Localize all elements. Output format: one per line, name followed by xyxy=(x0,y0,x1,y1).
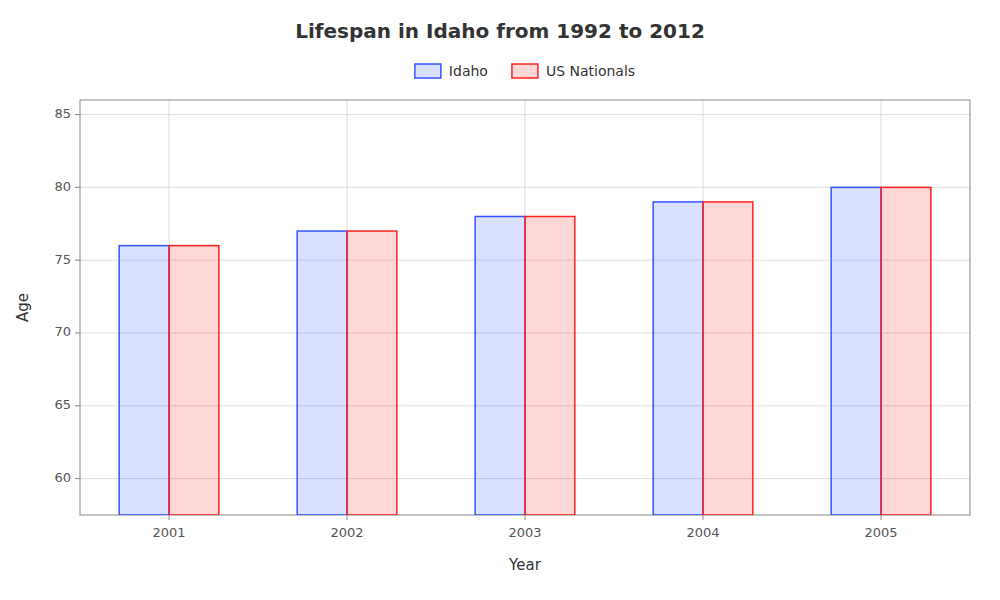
y-tick xyxy=(75,478,80,479)
y-axis: 60 65 70 75 80 85 xyxy=(54,106,80,485)
legend-label: US Nationals xyxy=(546,63,635,79)
x-tick-label: 2001 xyxy=(152,525,185,540)
bar xyxy=(653,202,703,515)
bar xyxy=(475,216,525,515)
x-tick xyxy=(703,515,704,520)
legend-swatch xyxy=(512,64,538,78)
bars xyxy=(119,187,931,515)
legend: Idaho US Nationals xyxy=(415,63,635,79)
grid xyxy=(80,100,970,515)
legend-label: Idaho xyxy=(449,63,488,79)
x-axis: 2001 2002 2003 2004 2005 xyxy=(152,515,897,540)
x-tick-label: 2004 xyxy=(686,525,719,540)
y-tick xyxy=(75,405,80,406)
y-tick-label: 75 xyxy=(54,252,71,267)
bar xyxy=(703,202,753,515)
bar xyxy=(297,231,347,515)
y-tick-label: 70 xyxy=(54,324,71,339)
title: Lifespan in Idaho from 1992 to 2012 xyxy=(295,19,705,43)
y-tick-label: 80 xyxy=(54,179,71,194)
x-tick-label: 2005 xyxy=(864,525,897,540)
bar xyxy=(119,246,169,515)
x-tick-label: 2003 xyxy=(508,525,541,540)
legend-item: Idaho xyxy=(415,63,488,79)
y-tick xyxy=(75,260,80,261)
y-tick xyxy=(75,114,80,115)
y-tick xyxy=(75,332,80,333)
x-tick xyxy=(881,515,882,520)
y-axis-label: Age xyxy=(14,293,32,322)
legend-item: US Nationals xyxy=(512,63,635,79)
y-tick-label: 65 xyxy=(54,397,71,412)
chart: 60 65 70 75 80 85 2001 2002 2003 2004 2005 Year Age L… xyxy=(0,0,1000,600)
background xyxy=(0,0,1000,600)
x-tick xyxy=(169,515,170,520)
bar xyxy=(525,216,575,515)
x-tick xyxy=(525,515,526,520)
bar xyxy=(347,231,397,515)
y-tick-label: 85 xyxy=(54,106,71,121)
bar xyxy=(831,187,881,515)
bar xyxy=(881,187,931,515)
plot-frame xyxy=(80,100,970,515)
y-tick-label: 60 xyxy=(54,470,71,485)
x-tick xyxy=(347,515,348,520)
legend-swatch xyxy=(415,64,441,78)
bar xyxy=(169,246,219,515)
x-tick-label: 2002 xyxy=(330,525,363,540)
y-tick xyxy=(75,187,80,188)
x-axis-label: Year xyxy=(508,556,542,574)
chart-container: 60 65 70 75 80 85 2001 2002 2003 2004 2005 Year Age L… xyxy=(0,0,1000,600)
